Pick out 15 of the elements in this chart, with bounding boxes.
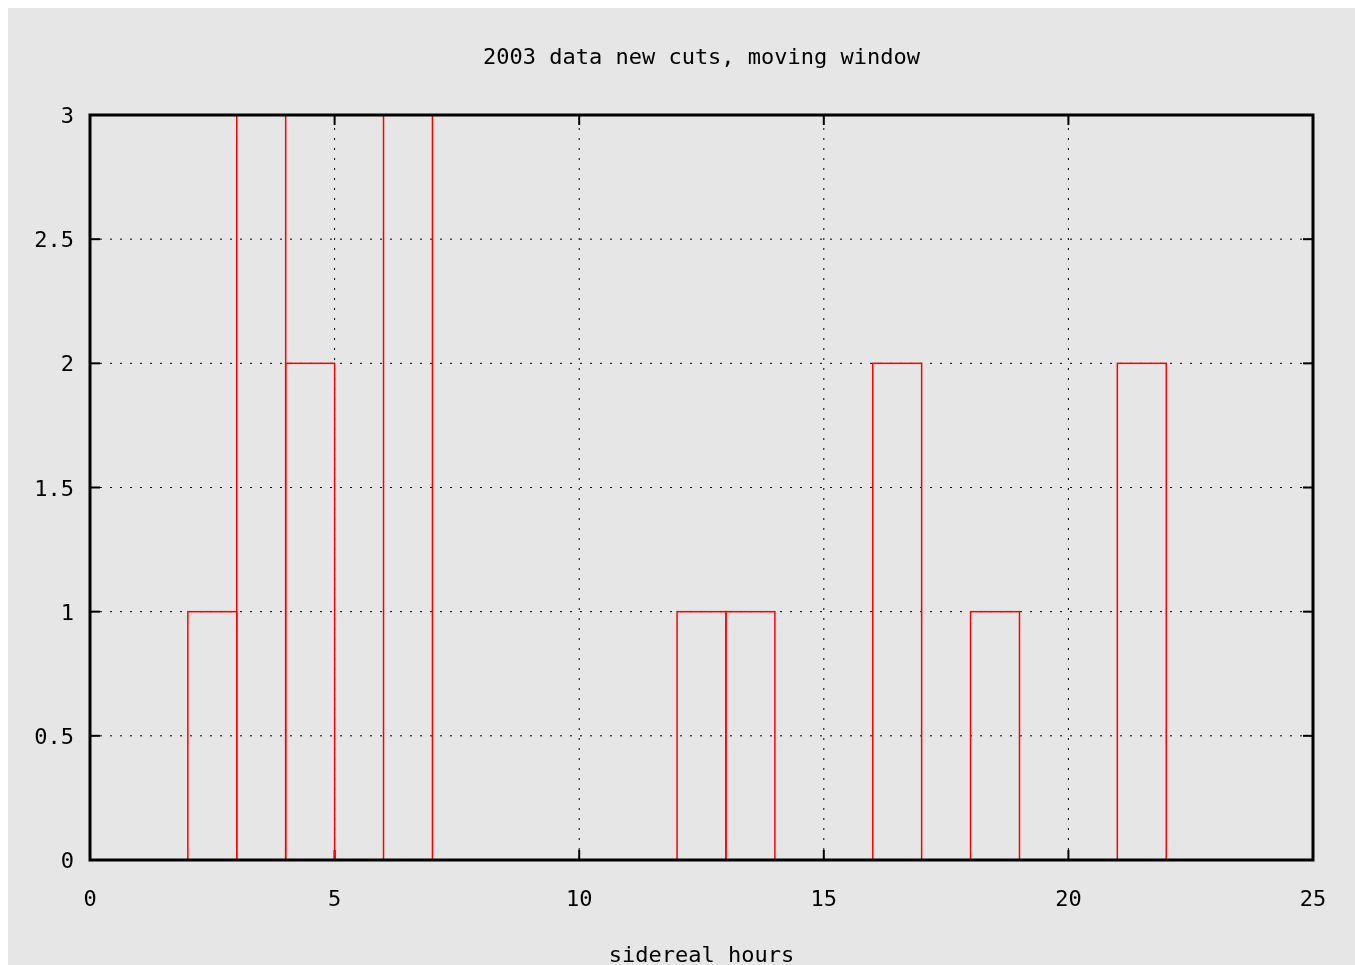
x-axis-title: sidereal hours [608, 942, 795, 965]
y-tick-label: 3 [60, 103, 74, 128]
x-tick-label: 25 [1299, 886, 1327, 911]
x-tick-label: 10 [565, 886, 593, 911]
x-tick-label: 15 [810, 886, 838, 911]
y-tick-label: 0.5 [34, 723, 74, 749]
x-tick-label: 20 [1055, 886, 1082, 911]
chart-title: 2003 data new cuts, moving window [482, 44, 921, 69]
x-tick-label: 5 [327, 886, 342, 911]
x-tick-label: 0 [83, 886, 97, 911]
y-tick-label: 1 [60, 599, 74, 625]
y-tick-label: 0 [60, 848, 74, 873]
y-tick-label: 1.5 [34, 475, 74, 501]
y-tick-label: 2.5 [34, 227, 74, 253]
y-tick-label: 2 [60, 351, 74, 377]
